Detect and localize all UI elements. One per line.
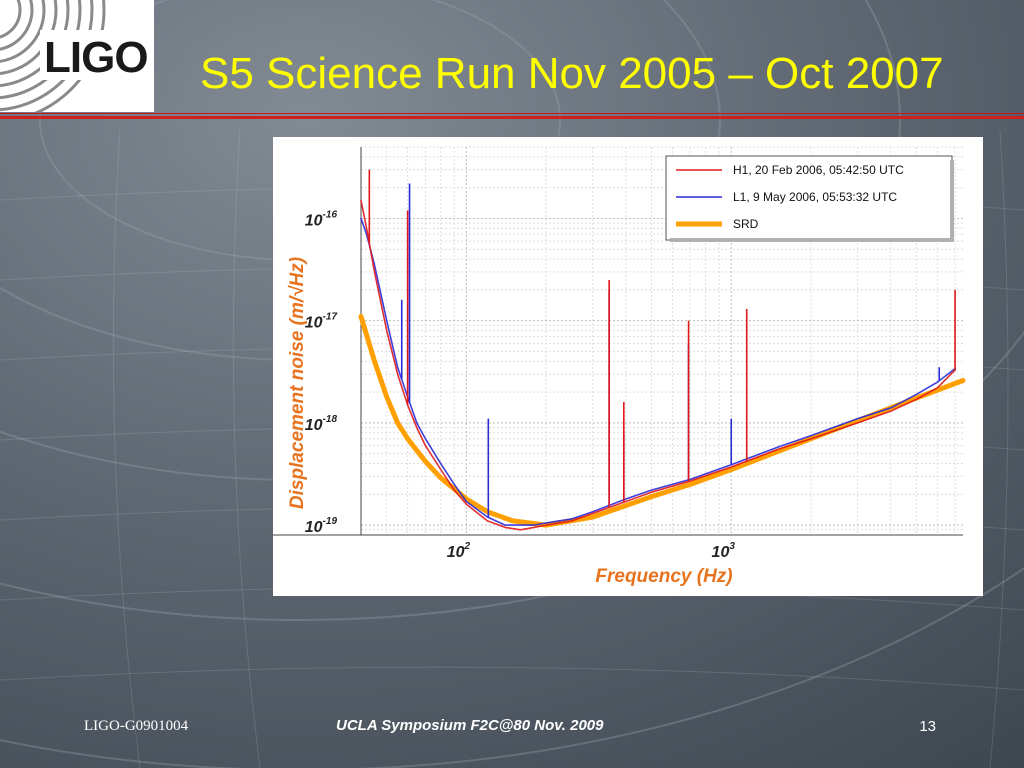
ligo-logo-arcs <box>0 0 152 112</box>
y-tick-label: 10-19 <box>305 516 338 536</box>
noise-chart: 10-16 10-17 10-18 10-19 102 103 Displacement … <box>273 137 983 596</box>
x-tick-label: 103 <box>712 541 736 561</box>
legend-shadow-right <box>950 160 954 242</box>
slide-title: S5 Science Run Nov 2005 – Oct 2007 <box>200 49 944 98</box>
x-axis-label: Frequency (Hz) <box>595 566 732 587</box>
chart-series <box>358 169 966 531</box>
legend-label-h1: H1, 20 Feb 2006, 05:42:50 UTC <box>733 163 904 177</box>
noise-chart-panel: 10-16 10-17 10-18 10-19 102 103 Displacement … <box>273 137 983 596</box>
y-tick-label: 10-16 <box>305 209 338 229</box>
legend-label-l1: L1, 9 May 2006, 05:53:32 UTC <box>733 190 897 204</box>
title-rule-thick <box>0 116 1024 119</box>
chart-legend: H1, 20 Feb 2006, 05:42:50 UTC L1, 9 May 2… <box>665 155 954 242</box>
chart-axes <box>273 147 963 536</box>
chart-tick-labels: 10-16 10-17 10-18 10-19 102 103 <box>305 209 736 561</box>
series-line-l1 <box>360 217 956 526</box>
ligo-logo: LIGO <box>0 0 154 112</box>
y-tick-label: 10-17 <box>305 312 338 332</box>
series-line-h1 <box>360 199 956 531</box>
x-tick-label: 102 <box>447 541 471 561</box>
legend-label-srd: SRD <box>733 217 759 231</box>
footer-document-id: LIGO-G0901004 <box>84 718 189 734</box>
page-number: 13 <box>919 718 936 735</box>
y-tick-label: 10-18 <box>305 414 338 434</box>
legend-shadow-bottom <box>670 238 954 242</box>
title-rule-thin <box>0 113 1024 114</box>
y-axis-label: Displacement noise (m/√Hz) <box>287 257 308 509</box>
ligo-logo-text: LIGO <box>44 33 149 82</box>
footer-event: UCLA Symposium F2C@80 Nov. 2009 <box>336 717 604 734</box>
